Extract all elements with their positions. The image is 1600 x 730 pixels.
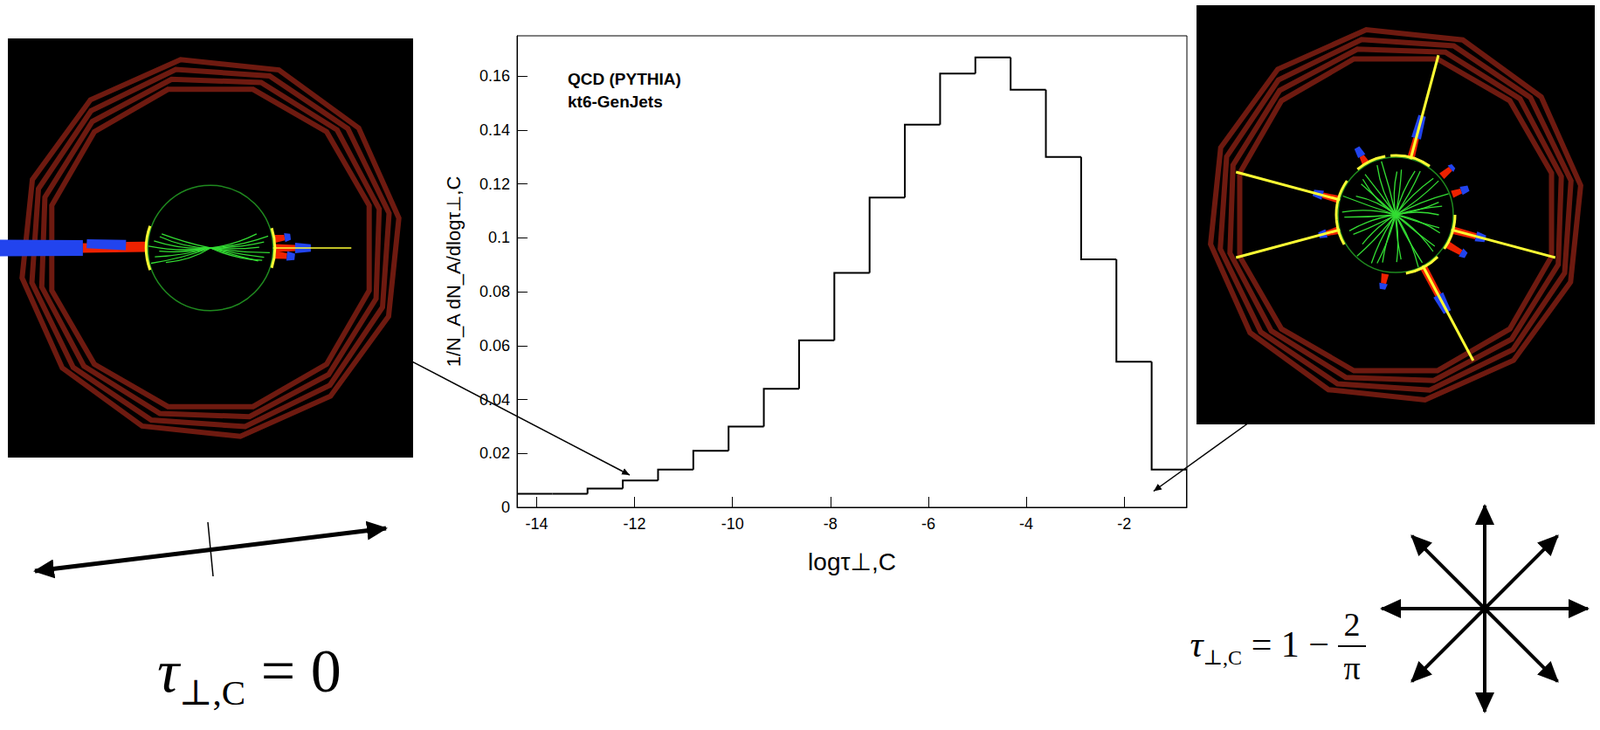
svg-text:2: 2 xyxy=(1344,606,1361,643)
svg-text:0.06: 0.06 xyxy=(479,337,511,355)
svg-text:0.16: 0.16 xyxy=(479,67,511,85)
svg-text:-12: -12 xyxy=(623,515,647,533)
svg-text:-4: -4 xyxy=(1019,515,1034,533)
svg-text:-2: -2 xyxy=(1117,515,1132,533)
svg-text:τ⊥,C = 0: τ⊥,C = 0 xyxy=(157,637,342,713)
svg-text:0.14: 0.14 xyxy=(479,121,511,139)
svg-text:0: 0 xyxy=(501,498,511,517)
svg-text:-8: -8 xyxy=(823,515,838,533)
svg-text:kt6-GenJets: kt6-GenJets xyxy=(567,92,663,111)
svg-text:-10: -10 xyxy=(721,515,745,533)
svg-text:1/N_A dN_A/dlogτ⊥,C: 1/N_A dN_A/dlogτ⊥,C xyxy=(442,176,465,368)
svg-text:QCD (PYTHIA): QCD (PYTHIA) xyxy=(567,69,682,89)
svg-text:τ⊥,C = 1 −: τ⊥,C = 1 − xyxy=(1190,624,1331,669)
svg-text:π: π xyxy=(1343,649,1360,687)
svg-text:0.1: 0.1 xyxy=(488,228,511,247)
svg-text:0.08: 0.08 xyxy=(479,282,511,301)
svg-text:-14: -14 xyxy=(524,515,548,533)
svg-text:0.02: 0.02 xyxy=(479,444,511,463)
svg-text:logτ⊥,C: logτ⊥,C xyxy=(807,548,897,576)
svg-text:0.12: 0.12 xyxy=(479,175,511,194)
svg-text:-6: -6 xyxy=(921,515,936,533)
svg-text:0.04: 0.04 xyxy=(479,391,511,409)
